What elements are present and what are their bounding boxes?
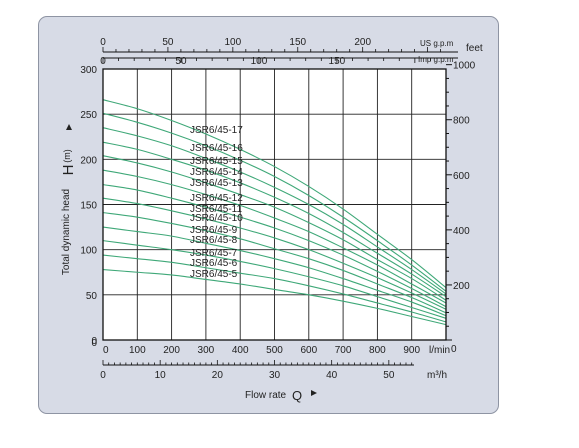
m3h-unit-label: m³/h: [427, 370, 447, 381]
series-labels: JSR6/45-17 JSR6/45-16 JSR6/45-15JSR6/45-14…: [190, 125, 243, 280]
usgpm-tick-labels: 0 50 100 150 200: [100, 37, 371, 48]
curve-jsr6-45-6: [102, 254, 447, 323]
y-axis-title: Total dynamic head H (m): [60, 124, 77, 275]
series-label: JSR6/45-6: [190, 258, 238, 269]
top-axes: 0 50 100 150 200 0 50 100 150 US g.p.m Imp g.p.…: [100, 37, 483, 67]
y-tick-label: 100: [80, 246, 97, 257]
feet-unit-label: feet: [466, 43, 483, 54]
usgpm-tick-label: 150: [289, 37, 306, 48]
usgpm-tick-label: 0: [100, 37, 106, 48]
x-axis-label: Flow rate: [245, 390, 287, 401]
origin-zero-label-right: 0: [451, 344, 457, 355]
series-label: JSR6/45-11: [190, 204, 243, 215]
curve-jsr6-45-5: [102, 268, 447, 326]
y-tick-label: 300: [80, 65, 97, 76]
curve-jsr6-45-7: [102, 240, 447, 319]
curve-jsr6-45-11: [102, 184, 447, 308]
curve-jsr6-45-17: [102, 99, 447, 289]
x-tick-label: 200: [163, 345, 180, 356]
series-label: JSR6/45-17: [190, 125, 243, 136]
feet-tick-label: 1000: [453, 61, 476, 72]
curve-jsr6-45-14: [102, 141, 447, 298]
x-tick-label: 500: [266, 345, 283, 356]
series-label: JSR6/45-12: [190, 193, 243, 204]
impgpm-tick-labels: 0 50 100 150: [100, 56, 345, 67]
series-label: JSR6/45-10: [190, 213, 243, 224]
series-label: JSR6/45-9: [190, 225, 238, 236]
x-tick-label: 700: [335, 345, 352, 356]
x-tick-label: 900: [403, 345, 420, 356]
curve-jsr6-45-13: [102, 155, 447, 301]
x-tick-label: 600: [300, 345, 317, 356]
head-meter-tick-labels: 0 50 100 150 200 250 300: [80, 65, 97, 347]
x-tick-label: 800: [369, 345, 386, 356]
y-tick-label: 250: [80, 110, 97, 121]
series-label: JSR6/45-13: [190, 178, 243, 189]
top-minor-ticks: [102, 47, 441, 63]
feet-tick-label: 200: [453, 281, 470, 292]
curve-jsr6-45-8: [102, 226, 447, 317]
m3h-tick-label: 30: [269, 370, 281, 381]
impgpm-tick-label: 100: [251, 56, 268, 67]
usgpm-tick-label: 50: [162, 37, 174, 48]
y-axis-unit: (m): [62, 149, 72, 163]
series-label: JSR6/45-8: [190, 235, 238, 246]
series-label: JSR6/45-15: [190, 156, 243, 167]
head-feet-axis: 200 400 600 800 1000: [446, 61, 476, 341]
pump-curves: [102, 99, 447, 326]
y-tick-label: 200: [80, 155, 97, 166]
y-tick-label: 150: [80, 201, 97, 212]
series-label: JSR6/45-16: [190, 143, 243, 154]
m3h-ticks: 0 10 20 30 40 50: [100, 360, 413, 381]
feet-tick-label: 400: [453, 226, 470, 237]
impgpm-tick-label: 150: [329, 56, 346, 67]
series-label: JSR6/45-7: [190, 248, 238, 259]
m3h-axis: 0 10 20 30 40 50 m³/h: [100, 360, 447, 381]
impgpm-tick-label: 50: [175, 56, 187, 67]
y-tick-label: 0: [91, 336, 97, 347]
y-tick-label: 50: [86, 291, 98, 302]
y-axis-label: Total dynamic head: [61, 189, 72, 275]
usgpm-unit-label: US g.p.m: [420, 39, 454, 48]
series-label: JSR6/45-5: [190, 269, 238, 280]
curve-jsr6-45-16: [102, 112, 447, 292]
plot-frame: [102, 68, 447, 341]
x-axis-arrow-icon: [311, 390, 317, 396]
usgpm-tick-label: 100: [224, 37, 241, 48]
x-tick-label: 300: [198, 345, 215, 356]
usgpm-tick-label: 200: [354, 37, 371, 48]
lmin-unit-label: l/min: [429, 345, 450, 356]
origin-zero-label: 0: [91, 338, 97, 349]
m3h-tick-label: 0: [100, 370, 106, 381]
m3h-tick-label: 20: [212, 370, 224, 381]
m3h-tick-label: 50: [383, 370, 395, 381]
y-axis-symbol: H: [60, 165, 77, 176]
curve-jsr6-45-12: [102, 169, 447, 304]
m3h-tick-label: 40: [326, 370, 338, 381]
y-axis-arrow-icon: [66, 124, 72, 130]
curve-jsr6-45-15: [102, 127, 447, 295]
x-tick-label: 100: [129, 345, 146, 356]
feet-tick-label: 800: [453, 116, 470, 127]
m3h-tick-label: 10: [155, 370, 167, 381]
x-tick-label: 400: [232, 345, 249, 356]
impgpm-tick-label: 0: [100, 56, 106, 67]
series-label: JSR6/45-14: [190, 167, 243, 178]
feet-tick-label: 600: [453, 171, 470, 182]
x-tick-label: 0: [103, 345, 109, 356]
curve-jsr6-45-10: [102, 197, 447, 310]
x-axis-title: Flow rate Q: [245, 388, 317, 403]
curve-jsr6-45-9: [102, 212, 447, 314]
impgpm-unit-label: Imp g.p.m: [418, 55, 454, 64]
x-axis-symbol: Q: [292, 388, 302, 403]
